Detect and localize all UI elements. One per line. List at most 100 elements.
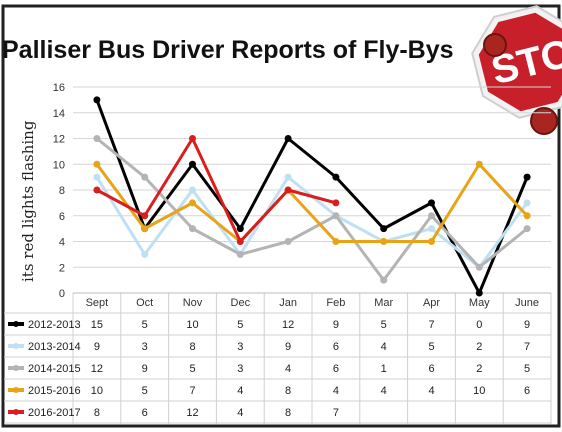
legend-label: 2012-2013 xyxy=(28,319,81,331)
x-category-label: Oct xyxy=(136,297,153,309)
table-cell: 10 xyxy=(91,385,103,397)
table-cell: 3 xyxy=(237,363,243,375)
x-category-label: Sept xyxy=(86,297,109,309)
table-cell: 5 xyxy=(381,319,387,331)
data-point xyxy=(332,212,340,220)
data-point xyxy=(189,160,196,168)
table-cell: 5 xyxy=(524,363,530,375)
data-point xyxy=(284,186,292,194)
legend-marker xyxy=(13,343,19,349)
table-cell: 4 xyxy=(237,385,243,397)
data-point xyxy=(141,173,149,181)
y-tick-label: 4 xyxy=(59,237,65,249)
table-cell: 6 xyxy=(333,363,339,375)
frame xyxy=(1,4,561,428)
data-point xyxy=(236,225,244,233)
series-line-2015-2016 xyxy=(95,162,529,243)
data-point xyxy=(428,225,435,233)
data-point xyxy=(141,250,149,258)
table-cell: 8 xyxy=(189,341,195,353)
table-cell: 12 xyxy=(186,407,198,419)
table-cell: 5 xyxy=(237,319,243,331)
data-point xyxy=(523,225,531,233)
data-point xyxy=(475,263,483,271)
data-point xyxy=(189,199,196,207)
data-point xyxy=(380,238,388,245)
table-cell: 8 xyxy=(94,407,100,419)
stop-light-top xyxy=(483,33,507,57)
y-axis-label: its red lights flashing xyxy=(19,120,37,282)
table-cell: 9 xyxy=(142,363,148,375)
table-cell: 15 xyxy=(91,319,103,331)
data-point xyxy=(475,160,483,168)
legend-marker xyxy=(13,409,19,415)
stop-sign-icon: STOP xyxy=(471,5,562,135)
data-point xyxy=(284,173,292,181)
table-cell: 12 xyxy=(91,363,103,375)
data-point xyxy=(284,135,292,142)
data-point xyxy=(284,238,292,245)
y-tick-label: 12 xyxy=(53,134,65,146)
x-category-label: Feb xyxy=(326,297,345,309)
legend-label: 2013-2014 xyxy=(28,341,81,353)
data-point xyxy=(380,225,388,233)
y-tick-label: 8 xyxy=(59,185,65,197)
table-cell: 4 xyxy=(381,341,387,353)
data-point xyxy=(523,173,531,181)
legend-marker xyxy=(13,387,19,393)
data-point xyxy=(523,212,531,220)
table-cell: 5 xyxy=(428,341,434,353)
x-category-label: Apr xyxy=(423,297,440,309)
table-cell: 2 xyxy=(476,363,482,375)
table-cell: 8 xyxy=(285,385,291,397)
data-point xyxy=(93,96,101,104)
table-cell: 5 xyxy=(189,363,195,375)
table-cell: 9 xyxy=(524,319,530,331)
table-cell: 5 xyxy=(142,385,148,397)
data-point xyxy=(236,238,244,245)
chart-title: Palliser Bus Driver Reports of Fly-Bys xyxy=(2,36,454,64)
table-cell: 12 xyxy=(282,319,294,331)
data-point xyxy=(523,199,531,207)
data-point xyxy=(189,135,196,142)
table-cell: 4 xyxy=(381,385,387,397)
stop-light-bottom xyxy=(530,107,558,135)
x-axis-categories: Sept Oct Nov Dec Jan Feb Mar Apr May June xyxy=(86,297,539,309)
x-category-label: Mar xyxy=(374,297,393,309)
legend-label: 2015-2016 xyxy=(28,385,81,397)
table-cell: 0 xyxy=(476,319,482,331)
table-cell: 4 xyxy=(237,407,243,419)
table-cell: 4 xyxy=(285,363,291,375)
data-point xyxy=(475,289,483,297)
table-cell: 7 xyxy=(524,341,530,353)
table-cell: 9 xyxy=(285,341,291,353)
table-cell: 5 xyxy=(142,319,148,331)
table-cell: 2 xyxy=(476,341,482,353)
data-point xyxy=(93,173,101,181)
table-cell: 6 xyxy=(333,341,339,353)
data-point xyxy=(332,238,340,245)
table-cell: 3 xyxy=(142,341,148,353)
y-tick-label: 16 xyxy=(53,82,65,94)
y-tick-label: 2 xyxy=(59,262,65,274)
data-point xyxy=(428,199,435,207)
data-point xyxy=(141,212,149,220)
data-point xyxy=(141,225,149,233)
data-point xyxy=(93,160,101,168)
y-tick-label: 0 xyxy=(59,288,65,300)
table-cell: 6 xyxy=(524,385,530,397)
x-category-label: Dec xyxy=(231,297,251,309)
table-cell: 1 xyxy=(381,363,387,375)
table-cell: 9 xyxy=(333,319,339,331)
y-tick-label: 10 xyxy=(53,159,65,171)
table-cell: 7 xyxy=(333,407,339,419)
y-axis-ticks: 0 2 4 6 8 10 12 14 16 xyxy=(53,82,65,300)
legend-label: 2016-2017 xyxy=(28,407,81,419)
x-category-label: Jan xyxy=(279,297,297,309)
legend-label: 2014-2015 xyxy=(28,363,81,375)
data-point xyxy=(189,225,196,233)
series-lines xyxy=(93,96,531,297)
series-line-2014-2015 xyxy=(95,137,529,282)
